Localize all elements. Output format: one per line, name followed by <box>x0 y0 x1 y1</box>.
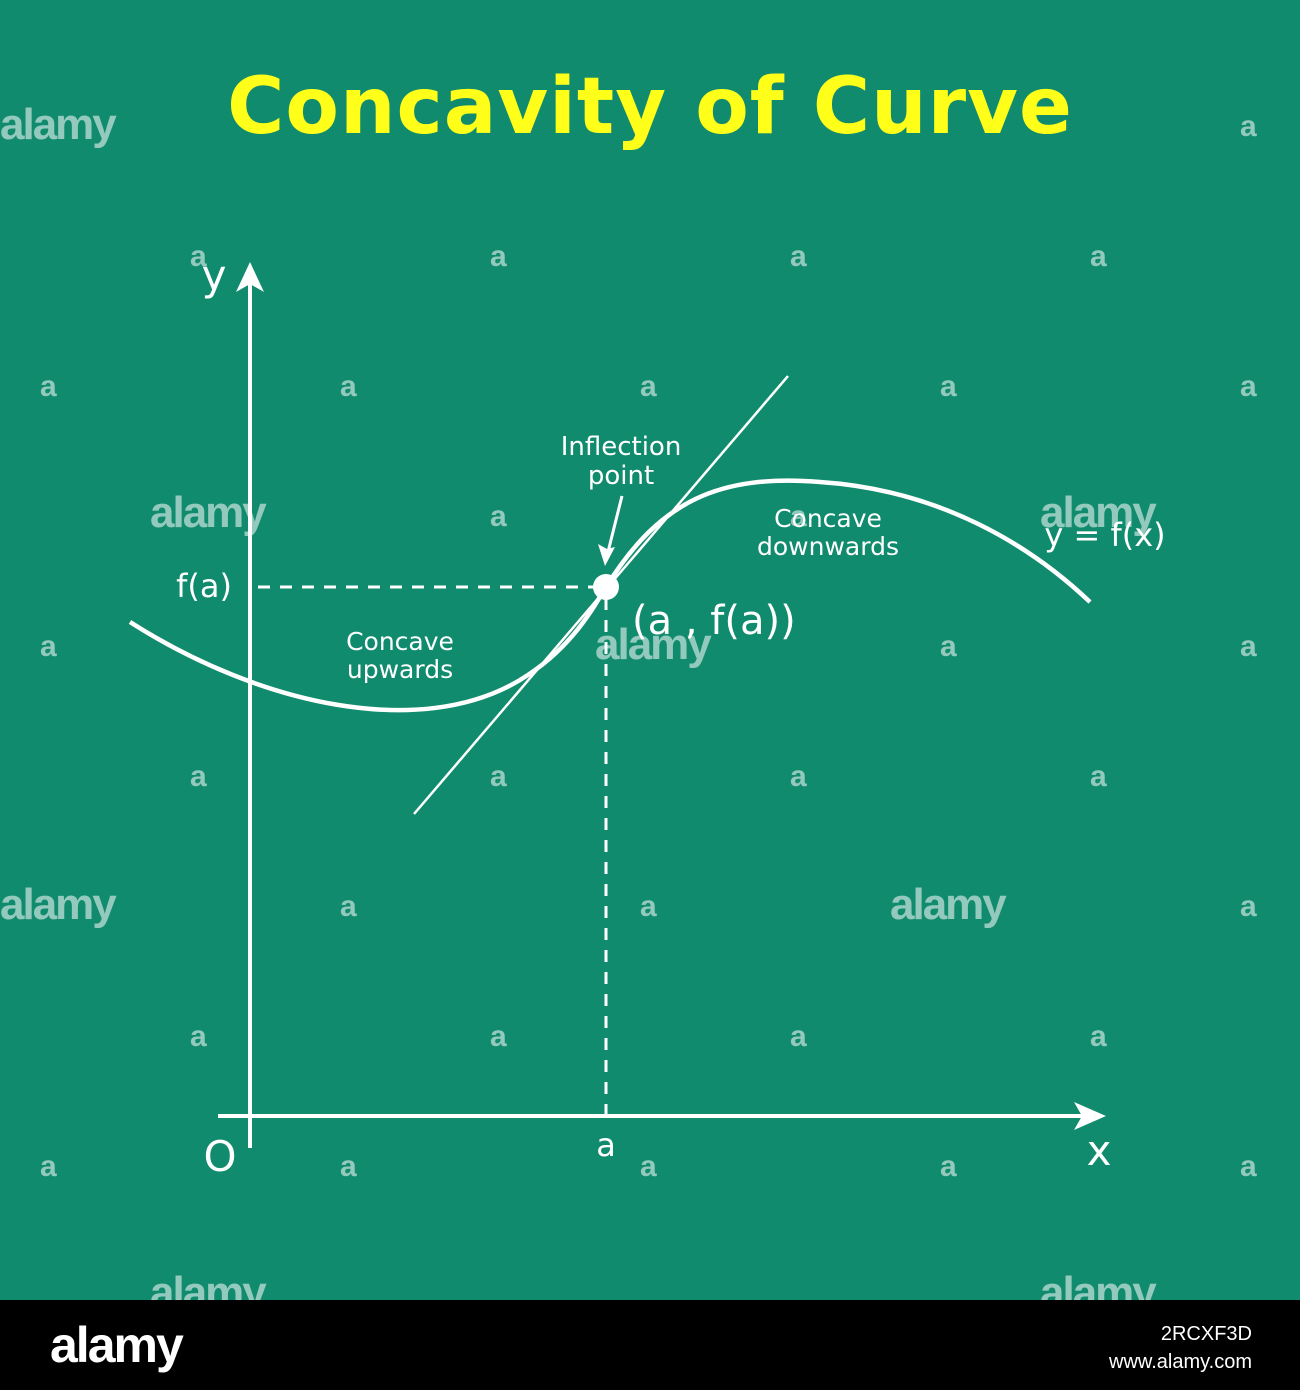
inflection-pointer-arrow-icon <box>598 544 615 566</box>
origin-label: O <box>203 1132 236 1181</box>
watermark-logo: alamy <box>1040 488 1157 537</box>
y-axis-arrow-icon <box>236 262 264 292</box>
inflection-label-line2: point <box>588 461 654 491</box>
x-mark-label: a <box>596 1126 616 1164</box>
y-axis-label: y <box>202 251 227 300</box>
watermark-letter: a <box>1240 890 1257 923</box>
footer-image-id: 2RCXF3D <box>1160 1323 1252 1345</box>
watermark-letter: a <box>640 890 657 923</box>
y-mark-label: f(a) <box>176 567 232 605</box>
page-title: Concavity of Curve <box>227 62 1073 152</box>
watermark-letter: a <box>40 1150 57 1183</box>
concave-up-label-line1: Concave <box>346 627 454 656</box>
watermark-letter: a <box>640 1150 657 1183</box>
inflection-point <box>593 574 619 600</box>
x-axis <box>218 1102 1106 1130</box>
watermark-letter: a <box>190 240 207 273</box>
watermark-logo: alamy <box>0 100 117 149</box>
inflection-pointer <box>606 495 624 553</box>
watermark-letter: a <box>490 760 507 793</box>
x-axis-arrow-icon <box>1074 1102 1106 1130</box>
footer-site: www.alamy.com <box>1109 1351 1252 1373</box>
curve-label: y = f(x) <box>1044 516 1165 554</box>
watermark-logo: alamy <box>595 620 712 669</box>
footer-logo: alamy <box>50 1317 184 1373</box>
watermark-letter: a <box>340 890 357 923</box>
watermark-letter: a <box>790 500 807 533</box>
footer-bar: alamy 2RCXF3D www.alamy.com <box>0 1300 1300 1390</box>
watermark-letter: a <box>340 1150 357 1183</box>
watermark-letter: a <box>1240 110 1257 143</box>
watermark-letter: a <box>190 760 207 793</box>
watermark-letter: a <box>1240 370 1257 403</box>
concave-down-label-line1: Concave <box>774 504 882 533</box>
watermark-letter: a <box>1090 1020 1107 1053</box>
watermark-logo: alamy <box>150 488 267 537</box>
watermark-letter: a <box>340 370 357 403</box>
inflection-label-line1: Inflection <box>561 432 682 462</box>
watermark-letter: a <box>490 1020 507 1053</box>
y-axis <box>236 262 264 1148</box>
concave-up-label-line2: upwards <box>347 655 453 684</box>
watermark-letter: a <box>190 1020 207 1053</box>
watermark-letter: a <box>940 370 957 403</box>
watermark-letter: a <box>640 370 657 403</box>
watermark-letter: a <box>790 760 807 793</box>
watermark-logo: alamy <box>890 880 1007 929</box>
watermark-letter: a <box>940 1150 957 1183</box>
watermark-letter: a <box>1090 240 1107 273</box>
footer-image-info: 2RCXF3D www.alamy.com <box>1109 1320 1252 1376</box>
point-label: (a , f(a)) <box>632 598 796 644</box>
watermark-letter: a <box>1090 760 1107 793</box>
watermark-letter: a <box>790 1020 807 1053</box>
concave-down-label-line2: downwards <box>757 532 899 561</box>
watermark-letter: a <box>490 240 507 273</box>
watermark-letter: a <box>1240 1150 1257 1183</box>
watermark-letter: a <box>790 240 807 273</box>
watermark-logo: alamy <box>0 880 117 929</box>
watermark-letter: a <box>40 370 57 403</box>
concavity-diagram: y x O a f(a) Inflection point (a , f(a))… <box>128 251 1166 1181</box>
watermark-letter: a <box>490 500 507 533</box>
watermark-letter: a <box>940 630 957 663</box>
x-axis-label: x <box>1087 1126 1112 1175</box>
watermark-letter: a <box>1240 630 1257 663</box>
watermark-letter: a <box>40 630 57 663</box>
